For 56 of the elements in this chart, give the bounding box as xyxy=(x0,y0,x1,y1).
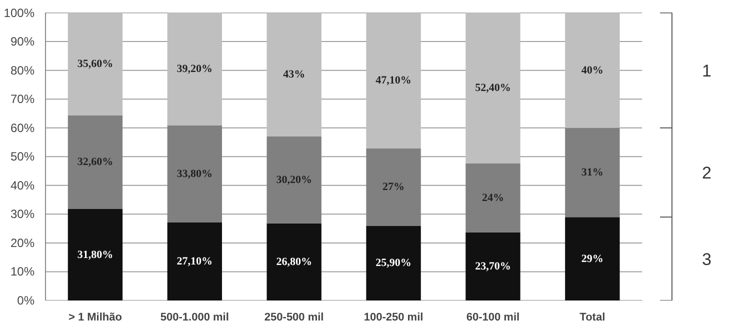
data-label: 31% xyxy=(581,166,604,178)
data-label: 29% xyxy=(581,252,604,265)
bar xyxy=(366,12,421,148)
bar xyxy=(68,12,123,116)
y-tick-label: 100% xyxy=(4,6,35,20)
x-tick-label: > 1 Milhão xyxy=(68,312,122,324)
x-tick-label: 100-250 mil xyxy=(364,312,424,324)
bar xyxy=(266,136,322,224)
y-tick-label: 80% xyxy=(10,63,35,78)
text: 3 xyxy=(702,250,712,269)
data-label: 31,80% xyxy=(77,248,114,261)
bar xyxy=(266,12,322,137)
data-label: 23,70% xyxy=(475,260,511,272)
y-tick-label: 50% xyxy=(10,150,35,164)
data-label: 32,60% xyxy=(77,156,114,168)
data-label: 52,40% xyxy=(475,82,511,94)
data-label: 47,10% xyxy=(376,74,412,87)
data-label: 27% xyxy=(382,181,405,194)
text: 1 xyxy=(702,61,712,80)
bar xyxy=(565,217,620,300)
data-label: 39,20% xyxy=(176,62,213,75)
bar xyxy=(366,226,421,300)
y-tick-label: 10% xyxy=(10,264,35,279)
x-tick-label: Total xyxy=(580,312,606,324)
bar xyxy=(167,125,222,223)
bar xyxy=(266,223,322,300)
bar xyxy=(167,222,222,300)
bar xyxy=(68,115,123,210)
x-tick-label: 250-500 mil xyxy=(264,312,324,324)
y-tick-label: 20% xyxy=(10,236,35,250)
y-tick-label: 30% xyxy=(10,207,35,222)
x-tick-label: 500-1.000 mil xyxy=(160,312,229,324)
y-tick-label: 90% xyxy=(10,34,35,49)
data-label: 26,80% xyxy=(276,256,312,268)
y-tick-label: 0% xyxy=(17,294,35,308)
data-label: 35,60% xyxy=(77,58,114,70)
bar xyxy=(466,163,520,232)
bar xyxy=(167,12,222,126)
text: 2 xyxy=(702,163,712,182)
y-tick-label: 40% xyxy=(10,178,35,192)
bar xyxy=(366,148,421,226)
y-tick-label: 60% xyxy=(10,120,35,135)
data-label: 40% xyxy=(581,64,604,76)
data-label: 30,20% xyxy=(276,174,312,186)
bar xyxy=(466,12,520,164)
bar xyxy=(565,128,620,218)
data-label: 43% xyxy=(283,68,306,81)
data-label: 25,90% xyxy=(376,257,412,270)
bar xyxy=(466,232,520,300)
bar xyxy=(68,209,123,300)
bar xyxy=(565,12,620,128)
data-label: 24% xyxy=(482,192,504,204)
x-tick-label: 60-100 mil xyxy=(466,312,520,324)
data-label: 33,80% xyxy=(176,168,213,180)
y-tick-label: 70% xyxy=(10,92,35,106)
data-label: 27,10% xyxy=(176,256,213,268)
